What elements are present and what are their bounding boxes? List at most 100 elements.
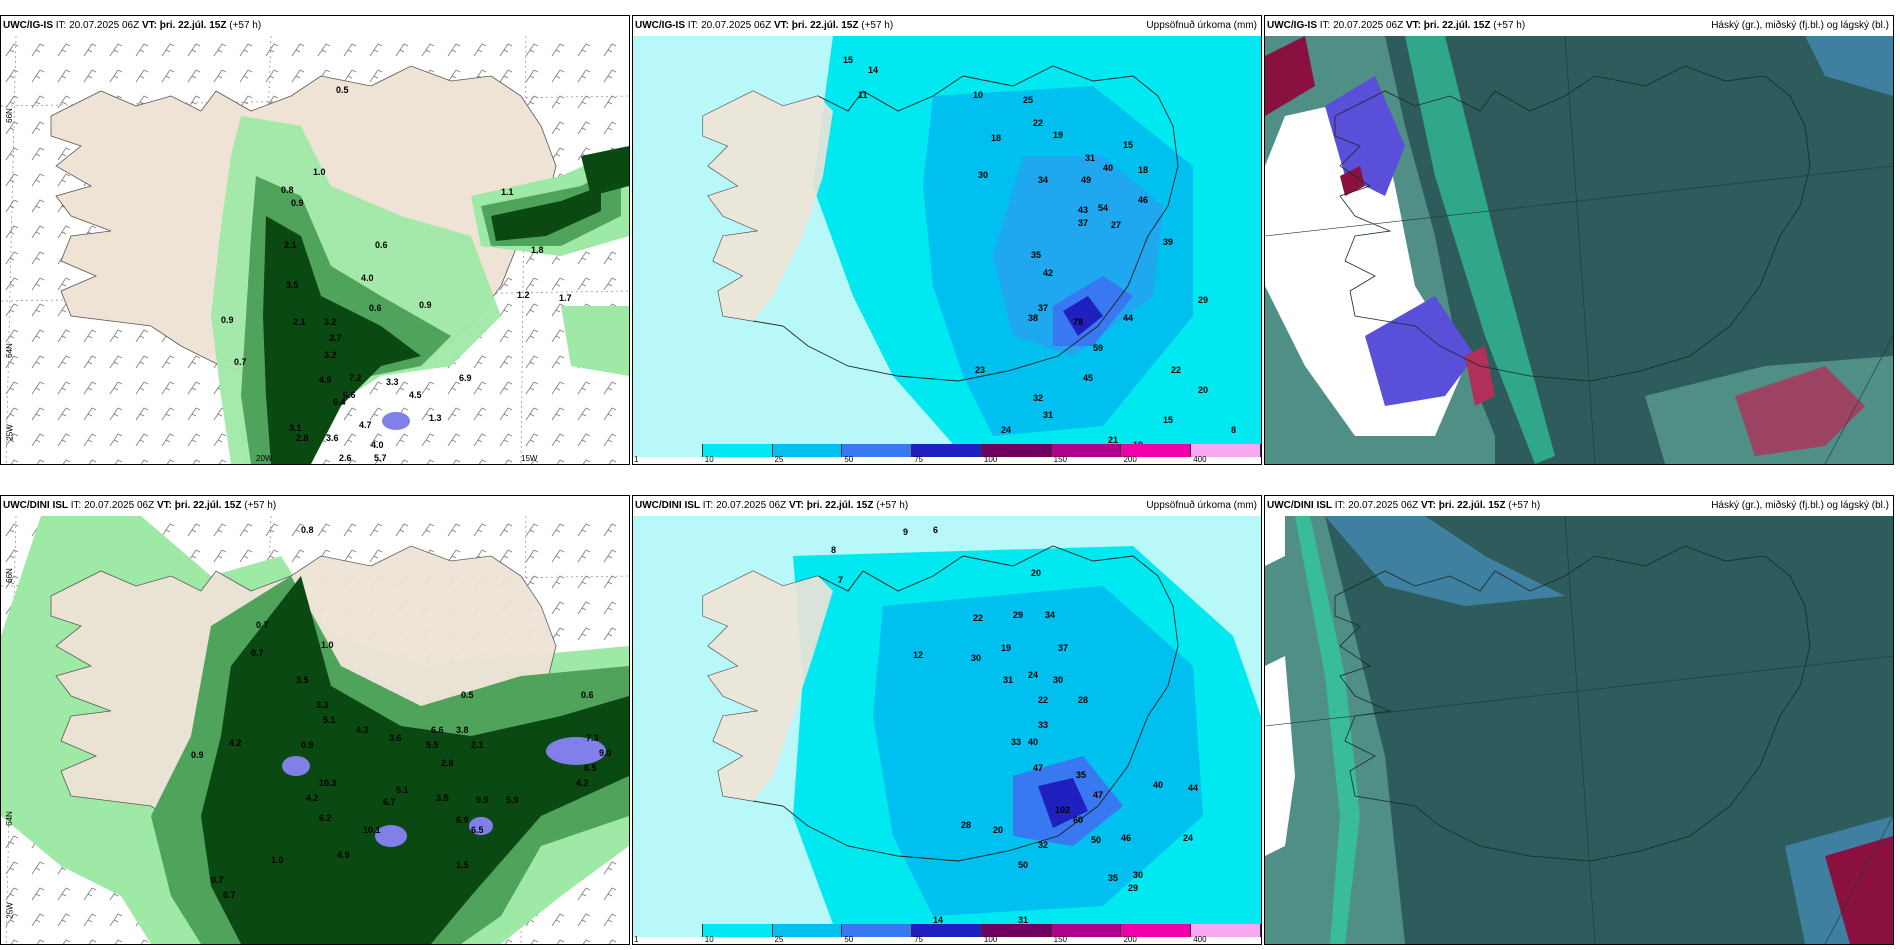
value-label: 1.5 [456,860,469,870]
value-label: 0.7 [234,357,247,367]
value-label: 46 [1121,833,1132,843]
value-label: 27 [1111,220,1122,230]
colorbar-label: 10 [704,935,714,944]
valid-time: þri. 22.júl. 15Z [159,20,227,31]
value-label: 14 [933,915,944,925]
iceland-land [702,65,1179,382]
field-title: Háský (gr.), miðský (fj.bl.) og lágský (… [1711,500,1889,511]
map-panel-accum-precip-igis: UWC/IG-IS IT: 20.07.2025 06Z VT: þri. 22… [632,15,1262,465]
value-label: 50 [1018,860,1029,870]
value-label: 10.1 [363,825,381,835]
map-panel-cloud-cover-igis: UWC/IG-IS IT: 20.07.2025 06Z VT: þri. 22… [1264,15,1894,465]
value-label: 28 [961,820,972,830]
lead-time: (+57 h) [1508,500,1541,511]
value-label: 4.9 [337,850,350,860]
lat-label: 64N [4,343,14,358]
lead-time: (+57 h) [876,500,909,511]
value-label: 30 [971,653,982,663]
map-area [1,36,629,464]
value-label: 43 [1078,205,1089,215]
value-label: 8 [1231,425,1237,435]
value-label: 44 [1123,313,1134,323]
panel-header: UWC/IG-IS IT: 20.07.2025 06Z VT: þri. 22… [1265,16,1893,36]
colorbar-swatch [1121,444,1192,457]
value-label: 20 [993,825,1004,835]
field-title: Uppsöfnuð úrkoma (mm) [1146,500,1257,511]
value-label: 1.0 [321,640,334,650]
colorbar-swatch [1191,444,1261,457]
value-label: 1.2 [517,290,530,300]
value-label: 2.8 [296,433,309,443]
value-label: 6.4 [333,397,346,407]
value-label: 0.7 [211,875,224,885]
iceland-land [1334,65,1811,382]
valid-time: þri. 22.júl. 15Z [791,20,859,31]
vt-label: VT: [1420,500,1436,511]
colorbar-swatch [702,444,773,457]
lon-label: 15W [521,454,538,463]
value-label: 28 [1078,695,1089,705]
map-area [1265,516,1893,944]
lead-time: (+57 h) [1493,20,1526,31]
value-label: 4.2 [576,778,589,788]
value-label: 22 [1038,695,1049,705]
value-label: 1.3 [429,413,442,423]
value-label: 23 [975,365,986,375]
colorbar-label: 200 [1123,935,1137,944]
value-label: 45 [1083,373,1094,383]
value-label: 46 [1138,195,1149,205]
value-label: 29 [1013,610,1024,620]
field-title: Uppsöfnuð úrkoma (mm) [1146,20,1257,31]
value-label: 3.3 [316,700,329,710]
value-label: 59 [1093,343,1104,353]
value-label: 12 [913,650,924,660]
colorbar-label: 150 [1053,935,1068,944]
init-time: 20.07.2025 06Z [701,20,772,31]
value-label: 3.3 [386,377,399,387]
model-name: UWC/IG-IS [1267,20,1317,31]
value-label: 3.6 [326,433,339,443]
value-label: 44 [1188,783,1199,793]
colorbar-swatch [981,444,1052,457]
value-label: 1.7 [559,293,572,303]
value-label: 5.1 [396,785,409,795]
init-time: 20.07.2025 06Z [1348,500,1419,511]
colorbar-label: 100 [983,455,998,464]
value-label: 20 [1198,385,1209,395]
value-label: 0.9 [191,750,204,760]
colorbar-swatch [1051,444,1122,457]
value-label: 40 [1153,780,1164,790]
value-label: 34 [1045,610,1056,620]
value-label: 21 [1108,435,1119,445]
panel-header: UWC/IG-IS IT: 20.07.2025 06Z VT: þri. 22… [1,16,629,36]
model-name: UWC/DINI ISL [1267,500,1332,511]
value-label: 0.9 [221,315,234,325]
value-label: 35 [1031,250,1042,260]
value-label: 11 [858,90,868,100]
value-label: 3.8 [456,725,469,735]
map-panel-accum-precip-dini: UWC/DINI ISL IT: 20.07.2025 06Z VT: þri.… [632,495,1262,945]
colorbar-label: 10 [704,455,714,464]
init-time: 20.07.2025 06Z [84,500,155,511]
value-label: 2.6 [339,453,352,463]
value-label: 4.5 [409,390,422,400]
value-label: 37 [1078,218,1089,228]
model-name: UWC/IG-IS [3,20,53,31]
value-label: 37 [1058,643,1069,653]
value-label: 30 [1133,870,1144,880]
value-label: 49 [1081,175,1092,185]
value-label: 6.6 [343,390,356,400]
colorbar-label: 50 [844,935,854,944]
lead-time: (+57 h) [861,20,894,31]
value-label: 31 [1043,410,1054,420]
value-label: 39 [1163,237,1174,247]
value-label: 29 [1198,295,1209,305]
panel-header: UWC/DINI ISL IT: 20.07.2025 06Z VT: þri.… [1265,496,1893,516]
value-label: 22 [973,613,984,623]
lat-label: 64N [4,811,14,826]
value-label: 6.7 [383,797,396,807]
colorbar-swatch [1191,924,1261,937]
init-time: 20.07.2025 06Z [69,20,140,31]
value-label: 4.2 [306,793,319,803]
map-panel-wind-precip-igis: UWC/IG-IS IT: 20.07.2025 06Z VT: þri. 22… [0,15,630,465]
